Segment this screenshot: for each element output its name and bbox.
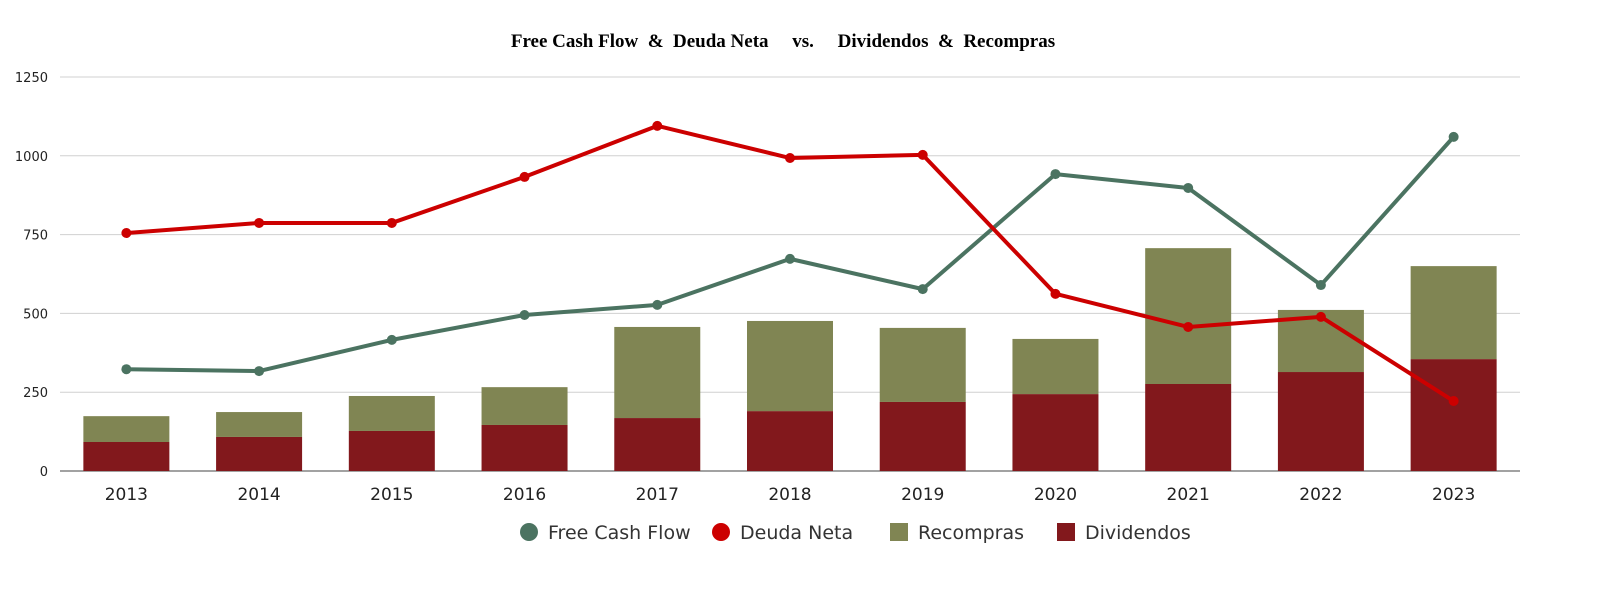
point-deuda-neta <box>386 217 397 228</box>
point-deuda-neta <box>917 149 928 160</box>
y-tick-label: 750 <box>23 229 48 244</box>
bar-dividendos <box>216 436 303 471</box>
point-free-cash-flow <box>1183 182 1194 193</box>
bar-dividendos <box>1277 372 1364 471</box>
point-free-cash-flow <box>121 364 132 375</box>
bar-dividendos <box>1012 394 1099 471</box>
bar-dividendos <box>879 401 966 471</box>
point-deuda-neta <box>652 120 663 131</box>
bar-recompras <box>83 416 170 443</box>
bar-dividendos <box>747 411 833 471</box>
bar-dividendos <box>614 418 701 471</box>
x-tick-label: 2016 <box>503 485 546 505</box>
point-free-cash-flow <box>254 366 265 377</box>
bar-recompras <box>1145 248 1232 385</box>
legend-label: Free Cash Flow <box>548 522 691 544</box>
y-tick-label: 1000 <box>15 150 48 165</box>
x-tick-label: 2018 <box>768 485 811 505</box>
y-tick-label: 250 <box>23 386 48 401</box>
bar-dividendos <box>481 424 568 471</box>
point-deuda-neta <box>254 217 265 228</box>
point-deuda-neta <box>1183 321 1194 332</box>
bar-dividendos <box>83 442 170 471</box>
y-tick-label: 0 <box>40 465 48 480</box>
point-free-cash-flow <box>1050 169 1061 180</box>
point-free-cash-flow <box>386 334 397 345</box>
x-tick-label: 2020 <box>1034 485 1077 505</box>
bar-recompras <box>1410 266 1497 360</box>
bar-dividendos <box>1145 384 1232 471</box>
y-tick-label: 500 <box>23 307 48 322</box>
point-free-cash-flow <box>917 284 928 295</box>
y-tick-label: 1250 <box>15 71 48 86</box>
point-free-cash-flow <box>519 309 530 320</box>
legend-marker <box>890 523 908 541</box>
x-tick-label: 2021 <box>1167 485 1210 505</box>
x-tick-label: 2023 <box>1432 485 1475 505</box>
legend-label: Deuda Neta <box>740 522 853 544</box>
x-tick-label: 2019 <box>901 485 944 505</box>
legend-marker <box>712 523 730 541</box>
point-free-cash-flow <box>785 253 795 264</box>
x-tick-label: 2017 <box>636 485 679 505</box>
bar-recompras <box>879 327 966 402</box>
point-free-cash-flow <box>1448 131 1459 142</box>
chart-title: Free Cash Flow & Deuda Neta vs. Dividend… <box>511 31 1055 52</box>
bar-dividendos <box>1410 359 1497 471</box>
point-deuda-neta <box>1050 288 1061 299</box>
bar-recompras <box>216 412 303 437</box>
legend-label: Dividendos <box>1085 522 1191 544</box>
legend-marker <box>1057 523 1075 541</box>
point-deuda-neta <box>1315 311 1326 322</box>
bar-recompras <box>348 395 435 431</box>
point-free-cash-flow <box>1315 280 1326 291</box>
point-deuda-neta <box>1448 396 1459 407</box>
bar-recompras <box>481 387 568 425</box>
x-tick-label: 2014 <box>237 485 280 505</box>
point-free-cash-flow <box>652 299 663 310</box>
legend-marker <box>520 523 538 541</box>
point-deuda-neta <box>519 171 530 182</box>
legend-label: Recompras <box>918 522 1024 544</box>
x-tick-label: 2022 <box>1299 485 1342 505</box>
x-tick-label: 2013 <box>105 485 148 505</box>
bar-recompras <box>747 320 833 412</box>
bar-recompras <box>614 326 701 419</box>
x-tick-label: 2015 <box>370 485 413 505</box>
bar-recompras <box>1012 338 1099 395</box>
point-deuda-neta <box>785 153 795 164</box>
point-deuda-neta <box>121 228 132 239</box>
bar-dividendos <box>348 430 435 471</box>
